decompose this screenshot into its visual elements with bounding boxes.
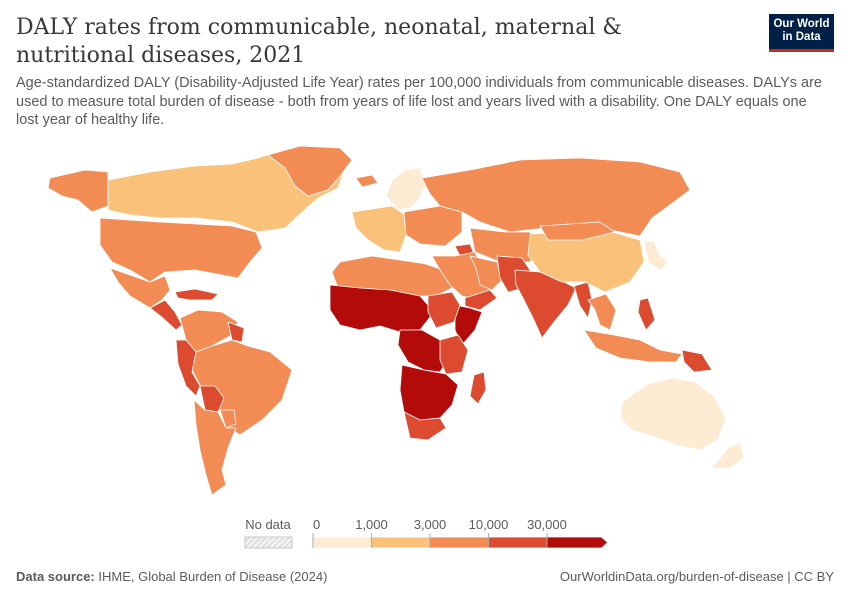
region-australia[interactable]: Australia	[619, 377, 727, 451]
region-eastern-europe[interactable]: Eastern Europe	[403, 205, 463, 247]
region-yemen-oman[interactable]: Yemen & Oman	[464, 289, 498, 311]
legend-break-label: 30,000	[527, 517, 567, 532]
region-alaska[interactable]: Alaska	[47, 169, 109, 213]
legend: No data 0 1,000 3,000 10,000 30,000	[244, 517, 609, 549]
chart-subtitle: Age-standardized DALY (Disability-Adjust…	[16, 75, 822, 128]
region-japan-korea[interactable]: Japan & Korea	[643, 239, 669, 271]
footer-source: Data source: IHME, Global Burden of Dise…	[16, 569, 327, 584]
region-madagascar[interactable]: Madagascar	[469, 371, 487, 405]
legend-bin-3[interactable]	[429, 536, 489, 549]
footer-source-text: IHME, Global Burden of Disease (2024)	[98, 569, 328, 584]
region-bolivia[interactable]: Bolivia	[199, 385, 225, 413]
legend-bin-2[interactable]	[371, 536, 431, 549]
region-caribbean[interactable]: Caribbean	[174, 288, 219, 301]
region-guyana[interactable]: Guyana	[227, 321, 245, 343]
legend-break-label: 0	[313, 517, 320, 532]
footer-source-label: Data source:	[16, 569, 95, 584]
region-western-europe[interactable]: Western Europe	[351, 205, 407, 253]
region-sudan[interactable]: Sudan	[427, 291, 461, 329]
legend-bin-4[interactable]	[488, 536, 548, 549]
chart-title: DALY rates from communicable, neonatal, …	[16, 15, 622, 68]
region-philippines[interactable]: Philippines	[637, 297, 656, 331]
region-iceland[interactable]: Iceland	[355, 174, 379, 188]
region-canada[interactable]: Canada	[107, 149, 346, 233]
region-scandinavia[interactable]: Scandinavia	[385, 167, 427, 211]
legend-break-label: 3,000	[414, 517, 447, 532]
region-southern-africa-inland[interactable]: Southern Africa inland	[399, 364, 459, 421]
legend-bin-1[interactable]	[312, 536, 372, 549]
logo-line-2: in Data	[782, 31, 821, 43]
region-horn-of-africa[interactable]: Horn of Africa	[454, 304, 483, 346]
legend-no-data-label: No data	[245, 517, 291, 532]
region-indonesia[interactable]: Indonesia	[583, 329, 683, 363]
footer-url[interactable]: OurWorldinData.org/burden-of-disease | C…	[559, 569, 834, 584]
world-map: CanadaAlaska GreenlandUnited StatesMexico…	[47, 145, 745, 496]
logo-accent-bar	[769, 49, 834, 52]
region-russia[interactable]: Russia	[421, 157, 691, 237]
region-south-africa[interactable]: South Africa	[403, 411, 447, 441]
legend-no-data-swatch	[244, 536, 293, 549]
region-greenland[interactable]: Greenland	[267, 145, 353, 197]
region-mexico[interactable]: Mexico	[109, 267, 171, 309]
region-argentina-chile[interactable]: Argentina & Chile	[193, 399, 237, 496]
logo-line-1: Our World	[773, 18, 830, 30]
region-new-zealand[interactable]: New Zealand	[711, 441, 745, 469]
region-paraguay[interactable]: Paraguay	[219, 409, 237, 429]
owid-logo[interactable]: Our World in Data	[769, 14, 834, 52]
legend-break-label: 10,000	[469, 517, 509, 532]
legend-break-label: 1,000	[355, 517, 388, 532]
region-united-states[interactable]: United States	[99, 217, 263, 283]
region-papua-new-guinea[interactable]: Papua New Guinea	[681, 349, 713, 373]
region-iran[interactable]: Iran	[469, 255, 503, 291]
region-mongolia[interactable]: Mongolia	[539, 221, 616, 241]
region-southeast-asia[interactable]: Southeast Asia	[587, 293, 617, 331]
region-east-africa[interactable]: East Africa	[439, 334, 469, 375]
legend-bin-5[interactable]	[546, 536, 609, 549]
region-central-africa[interactable]: Central Africa	[397, 329, 449, 373]
